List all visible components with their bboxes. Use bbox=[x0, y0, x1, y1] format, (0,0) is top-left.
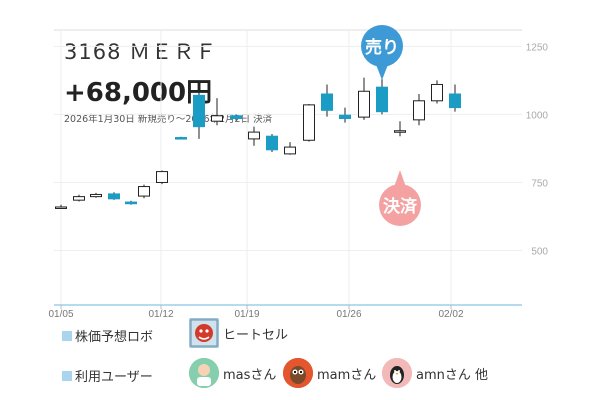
candle-body bbox=[449, 93, 461, 109]
candle-body bbox=[211, 115, 223, 122]
owl-avatar-icon bbox=[283, 358, 313, 388]
candle-body bbox=[248, 131, 260, 140]
candle-body bbox=[230, 115, 242, 119]
x-axis: 01/05 01/12 01/19 01/26 02/02 bbox=[48, 304, 522, 320]
x-tick-label: 01/19 bbox=[234, 309, 259, 320]
settle-marker-bubble bbox=[379, 184, 421, 226]
robot-entry[interactable]: ヒートセル bbox=[189, 318, 288, 348]
candle-body bbox=[303, 104, 315, 141]
candle-body bbox=[339, 114, 351, 119]
y-axis: 500 750 1000 1250 bbox=[526, 42, 549, 257]
user-name: masさん bbox=[223, 367, 277, 383]
x-tick-label: 01/05 bbox=[48, 309, 73, 320]
candle-body bbox=[394, 130, 406, 133]
candle-body bbox=[376, 86, 388, 113]
stock-title: 3168 ＭＥＲＦ bbox=[64, 40, 218, 64]
x-tick-label: 01/12 bbox=[148, 309, 173, 320]
legend-square-icon bbox=[62, 370, 72, 381]
y-tick-label: 1250 bbox=[526, 42, 549, 53]
y-tick-label: 500 bbox=[531, 247, 548, 258]
robot-label: 株価予想ロボ bbox=[75, 330, 154, 345]
candle-body bbox=[138, 186, 150, 197]
chart-grid bbox=[54, 29, 522, 305]
candle-body bbox=[55, 206, 67, 209]
y-tick-label: 1000 bbox=[526, 110, 549, 121]
candle-body bbox=[321, 93, 333, 111]
candle-body bbox=[156, 171, 168, 183]
candle-body bbox=[90, 193, 102, 198]
robot-dog-icon bbox=[189, 318, 219, 348]
users-label: 利用ユーザー bbox=[75, 370, 153, 385]
settle-marker-label: 決済 bbox=[383, 196, 418, 217]
candle-body bbox=[284, 146, 296, 155]
candle-body bbox=[193, 94, 205, 128]
user-mas[interactable]: masさん bbox=[189, 358, 276, 388]
candle-body bbox=[431, 83, 443, 102]
candle-body bbox=[108, 193, 120, 200]
candle-body bbox=[73, 196, 85, 201]
trade-period: 2026年1月30日 新規売り～2026年2月2日 決済 bbox=[64, 114, 273, 125]
profit-amount: +68,000円 bbox=[64, 78, 213, 108]
penguin-avatar-icon bbox=[382, 358, 412, 388]
robot-name: ヒートセル bbox=[223, 327, 289, 343]
users-legend: 利用ユーザー bbox=[62, 366, 153, 385]
user-mam[interactable]: mamさん bbox=[283, 358, 376, 388]
user-name: amnさん 他 bbox=[416, 367, 489, 383]
candle-body bbox=[358, 90, 370, 118]
candle-body bbox=[125, 201, 137, 205]
x-tick-label: 01/26 bbox=[336, 309, 361, 320]
candle-body bbox=[413, 100, 425, 121]
user-name: mamさん bbox=[317, 367, 377, 383]
legend-square-icon bbox=[62, 330, 72, 341]
candle-body bbox=[175, 137, 187, 140]
doctor-avatar-icon bbox=[189, 358, 219, 388]
candles-group bbox=[55, 50, 461, 209]
sell-marker-label: 売り bbox=[365, 37, 399, 58]
x-tick-label: 02/02 bbox=[438, 309, 463, 320]
sell-marker-bubble bbox=[361, 25, 403, 67]
robot-legend: 株価予想ロボ bbox=[62, 326, 153, 345]
user-amn[interactable]: amnさん 他 bbox=[382, 358, 488, 388]
sell-marker-pointer bbox=[375, 62, 389, 80]
candle-body bbox=[266, 135, 278, 151]
y-tick-label: 750 bbox=[531, 178, 548, 189]
